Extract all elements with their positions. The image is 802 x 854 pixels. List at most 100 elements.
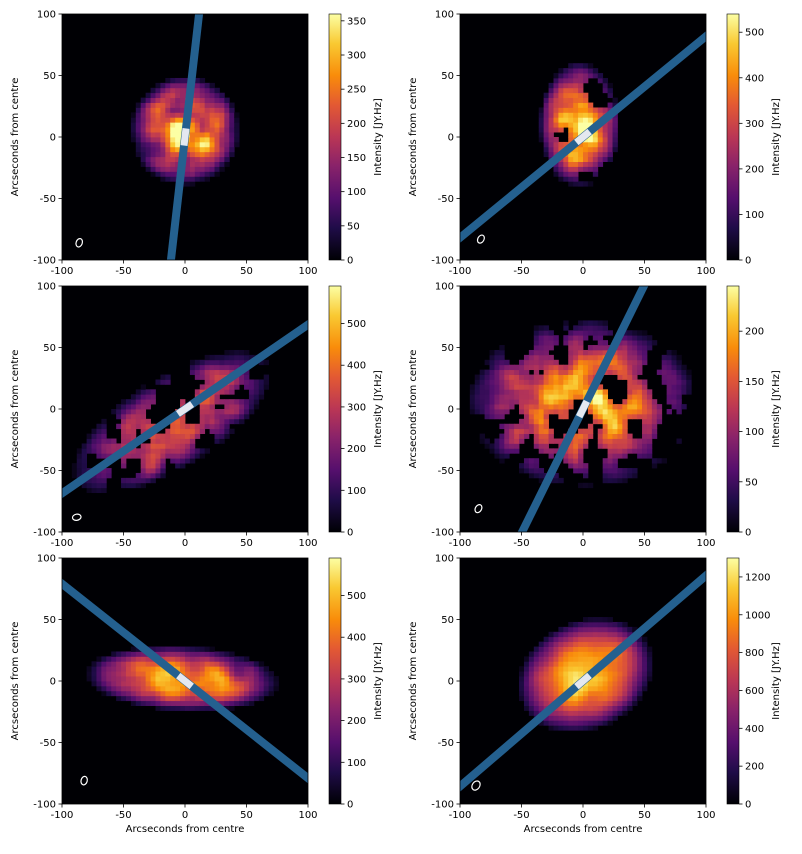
y-tick-label: 0 (50, 677, 56, 688)
y-tick-label: 100 (435, 10, 454, 21)
colorbar-tick-label: 300 (347, 51, 366, 62)
y-tick-label: 0 (448, 133, 454, 144)
y-axis-label: Arcseconds from centre (10, 622, 21, 741)
y-axis-label: Arcseconds from centre (10, 78, 21, 197)
colorbar-label: Intensity [JY.Hz] (373, 370, 384, 448)
colorbar-tick-label: 800 (745, 648, 764, 659)
y-axis-label: Arcseconds from centre (408, 622, 419, 741)
x-tick-label: 100 (696, 538, 715, 549)
colorbar-tick-label: 300 (347, 674, 366, 685)
x-axis-label: Arcseconds from centre (524, 824, 643, 835)
colorbar (328, 13, 342, 261)
y-tick-label: -50 (438, 466, 454, 477)
x-tick-label: 50 (240, 266, 253, 277)
x-tick-label: -100 (51, 266, 74, 277)
y-tick-label: -100 (431, 528, 454, 539)
colorbar-tick-label: 1000 (745, 610, 770, 621)
colorbar-tick-label: 300 (745, 119, 764, 130)
colorbar-tick-label: 500 (745, 28, 764, 39)
colorbar-tick-label: 100 (347, 187, 366, 198)
x-tick-label: 0 (182, 266, 188, 277)
y-tick-label: 100 (37, 10, 56, 21)
y-axis-label: Arcseconds from centre (408, 350, 419, 469)
x-tick-label: 0 (580, 266, 586, 277)
panel-6: -100 -50 0 50 100 100 50 0 -50 -100 Arcseconds fro… (408, 554, 782, 836)
y-tick-label: -50 (40, 738, 56, 749)
slit-centre-marker (176, 672, 194, 690)
colorbar-tick-label: 500 (347, 319, 366, 330)
y-tick-label: -50 (40, 466, 56, 477)
y-tick-label: 100 (435, 554, 454, 565)
y-tick-label: 50 (43, 615, 56, 626)
y-tick-label: -50 (438, 738, 454, 749)
beam-ellipse (474, 503, 483, 514)
colorbar-tick-label: 50 (745, 477, 758, 488)
x-tick-label: -100 (449, 538, 472, 549)
intensity-map (519, 617, 653, 731)
slit-centre-marker (180, 128, 190, 146)
x-tick-label: -50 (513, 810, 529, 821)
x-axis-label: Arcseconds from centre (126, 824, 245, 835)
colorbar-tick-label: 0 (745, 256, 751, 267)
y-tick-label: -50 (438, 194, 454, 205)
beam-ellipse (71, 513, 82, 521)
x-tick-label: 50 (638, 538, 651, 549)
y-tick-label: 0 (448, 405, 454, 416)
beam-ellipse (80, 775, 88, 786)
colorbar-tick-label: 100 (745, 427, 764, 438)
colorbar-label: Intensity [JY.Hz] (373, 642, 384, 720)
colorbar (726, 13, 740, 261)
colorbar-label: Intensity [JY.Hz] (771, 370, 782, 448)
colorbar-tick-label: 400 (347, 633, 366, 644)
colorbar-tick-label: 500 (347, 591, 366, 602)
x-tick-label: 50 (240, 538, 253, 549)
y-tick-label: 50 (43, 71, 56, 82)
colorbar-tick-label: 200 (745, 762, 764, 773)
x-tick-label: 100 (298, 538, 317, 549)
x-tick-label: 50 (240, 810, 253, 821)
x-tick-label: -50 (513, 266, 529, 277)
colorbar-label: Intensity [JY.Hz] (771, 642, 782, 720)
colorbar-tick-label: 400 (745, 73, 764, 84)
x-tick-label: -50 (115, 538, 131, 549)
x-tick-label: -50 (115, 266, 131, 277)
colorbar-tick-label: 150 (347, 153, 366, 164)
y-tick-label: 0 (50, 405, 56, 416)
y-axis-label: Arcseconds from centre (408, 78, 419, 197)
y-tick-label: 0 (50, 133, 56, 144)
colorbar (328, 557, 342, 805)
y-tick-label: -100 (431, 800, 454, 811)
slit-centre-marker (576, 399, 590, 419)
x-tick-label: -50 (513, 538, 529, 549)
colorbar-tick-label: 200 (347, 444, 366, 455)
y-tick-label: 50 (441, 71, 454, 82)
intensity-map (469, 320, 692, 489)
x-tick-label: 50 (638, 810, 651, 821)
x-tick-label: 0 (182, 810, 188, 821)
colorbar-tick-label: 250 (347, 85, 366, 96)
y-tick-label: 50 (441, 615, 454, 626)
colorbar-tick-label: 0 (347, 528, 353, 539)
panel-4: -100 -50 0 50 100 100 50 0 -50 -100 Arcseconds fro… (408, 282, 782, 550)
y-tick-label: 50 (441, 343, 454, 354)
x-tick-label: 0 (580, 810, 586, 821)
beam-ellipse (471, 780, 481, 791)
x-tick-label: 50 (638, 266, 651, 277)
colorbar-label: Intensity [JY.Hz] (771, 98, 782, 176)
y-tick-label: 100 (37, 554, 56, 565)
x-tick-label: -100 (51, 538, 74, 549)
x-tick-label: 100 (298, 266, 317, 277)
beam-ellipse (75, 238, 84, 248)
x-tick-label: -100 (449, 266, 472, 277)
y-tick-label: -100 (33, 800, 56, 811)
colorbar-tick-label: 300 (347, 402, 366, 413)
colorbar-tick-label: 100 (347, 486, 366, 497)
colorbar (726, 557, 740, 805)
colorbar-tick-label: 50 (347, 221, 360, 232)
y-tick-label: 100 (435, 282, 454, 293)
